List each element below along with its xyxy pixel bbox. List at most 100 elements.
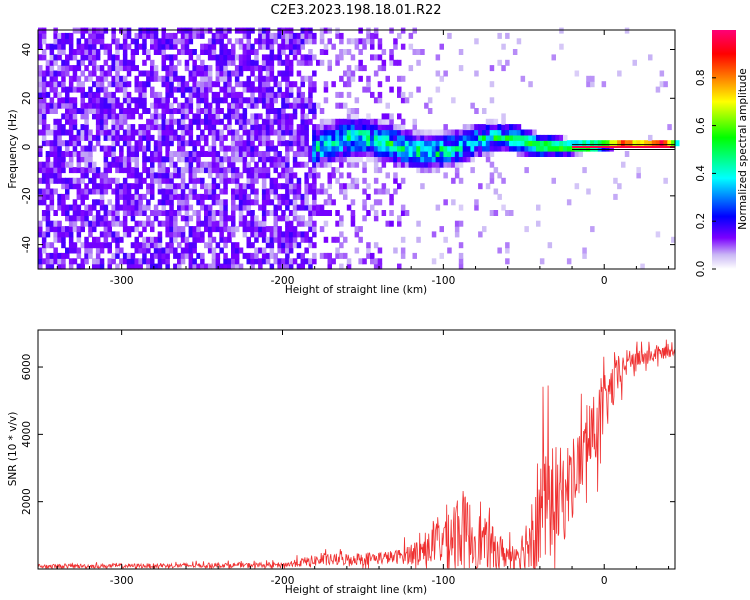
spectrogram-cell	[107, 199, 112, 206]
spectrogram-cell	[331, 258, 336, 265]
spectrogram-cell	[188, 258, 194, 265]
spectrogram-cell	[72, 177, 78, 184]
spectrogram-cell	[130, 210, 136, 216]
spectrogram-cell	[142, 38, 147, 45]
spectrogram-cell	[134, 161, 139, 168]
spectrogram-cell	[61, 75, 66, 82]
spectrogram-cell	[416, 49, 421, 55]
spectrogram-cell	[304, 75, 309, 82]
spectrogram-cell	[49, 145, 55, 152]
spectrogram-cell	[169, 102, 174, 109]
spectrogram-cell	[366, 86, 371, 93]
spectrogram-cell	[157, 91, 163, 98]
spectrogram-cell	[300, 258, 305, 265]
spectrogram-cell	[80, 27, 85, 34]
spectrogram-cell	[397, 156, 402, 163]
spectrogram-cell	[68, 247, 74, 254]
spectrogram-cell	[285, 220, 290, 227]
spectrogram-cell	[157, 129, 163, 136]
spectrogram-cell	[207, 43, 213, 50]
spectrogram-cell	[277, 231, 282, 238]
spectrogram-cell	[188, 215, 194, 222]
spectrogram-cell	[92, 70, 97, 77]
spectrogram-cell	[76, 134, 82, 141]
spectrogram-cell	[454, 226, 460, 233]
spectrogram-cell	[277, 81, 282, 88]
spectrogram-cell	[285, 32, 290, 39]
spectrogram-cell	[547, 242, 553, 249]
spectrogram-cell	[258, 258, 263, 265]
spectrogram-cell	[41, 247, 47, 254]
spectrogram-cell	[234, 226, 240, 233]
spectrogram-cell	[586, 81, 591, 88]
spectrogram-cell	[204, 118, 209, 125]
spectrogram-cell	[292, 43, 298, 50]
spectrogram-cell	[169, 231, 174, 238]
spectrogram-cell	[269, 183, 275, 190]
spectrogram-cell	[107, 54, 112, 61]
spectrogram-cell	[304, 27, 309, 34]
spectrogram-cell	[644, 140, 649, 147]
spectrogram-cell	[277, 27, 282, 34]
spectrogram-cell	[339, 118, 344, 125]
spectrogram-cell	[68, 75, 74, 82]
spectrogram-cell	[192, 188, 197, 195]
spectrogram-cell	[111, 124, 116, 131]
spectrogram-cell	[211, 81, 217, 88]
spectrogram-cell	[134, 32, 139, 39]
spectrogram-cell	[219, 118, 224, 125]
spectrogram-cell	[447, 134, 452, 141]
spectrogram-cell	[111, 236, 116, 243]
spectrogram-cell	[269, 91, 275, 98]
spectrogram-cell	[142, 210, 147, 216]
spectrogram-cell	[107, 226, 112, 233]
spectrogram-cell	[184, 113, 190, 120]
spectrogram-cell	[443, 124, 448, 131]
spectrogram-cell	[134, 236, 139, 243]
spectrogram-cell	[443, 199, 448, 206]
spectrogram-cell	[61, 151, 66, 157]
spectrogram-cell	[196, 210, 201, 216]
spectrogram-cell	[122, 188, 128, 195]
spectrogram-cell	[304, 124, 309, 131]
spectrogram-cell	[115, 75, 120, 82]
spectrogram-cell	[366, 252, 371, 259]
spectrogram-cell	[613, 177, 618, 184]
spectrogram-cell	[138, 145, 143, 152]
spectrogram-cell	[312, 124, 317, 131]
spectrogram-cell	[570, 140, 576, 147]
spectrogram-cell	[277, 108, 282, 114]
spectrogram-cell	[512, 134, 518, 141]
spectrogram-cell	[161, 188, 166, 195]
spectrogram-cell	[231, 172, 236, 179]
spectrogram-cell	[41, 210, 47, 216]
spectrogram-cell	[404, 210, 410, 216]
spectrogram-cell	[142, 236, 147, 243]
spectrogram-cell	[165, 215, 170, 222]
spectrogram-cell	[238, 124, 244, 131]
spectrogram-cell	[493, 124, 499, 131]
spectrogram-cell	[273, 118, 278, 125]
spectrogram-cell	[331, 134, 336, 141]
spectrogram-cell	[130, 129, 136, 136]
spectrogram-cell	[316, 145, 321, 152]
spectrogram-cell	[192, 27, 197, 34]
spectrogram-cell	[242, 97, 248, 104]
spectrogram-cell	[261, 86, 267, 93]
spectrogram-cell	[296, 252, 302, 259]
spectrogram-cell	[288, 236, 294, 243]
spectrogram-cell	[385, 188, 390, 195]
spectrogram-cell	[339, 38, 344, 45]
spectrogram-cell	[265, 118, 271, 125]
spectrogram-cell	[231, 220, 236, 227]
spectrogram-cell	[427, 161, 433, 168]
spectrogram-cell	[207, 247, 213, 254]
spectrogram-cell	[200, 220, 205, 227]
spectrogram-cell	[489, 81, 495, 88]
spectrogram-cell	[84, 247, 89, 254]
spectrogram-cell	[138, 124, 143, 131]
spectrogram-cell	[408, 145, 414, 152]
spectrogram-cell	[408, 43, 414, 50]
spectrogram-cell	[38, 188, 43, 195]
spectrogram-cell	[675, 140, 680, 147]
